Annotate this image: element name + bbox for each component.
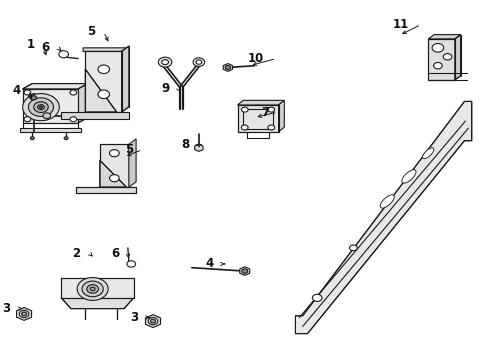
Polygon shape [85,51,122,112]
Text: 9: 9 [162,82,170,95]
Polygon shape [278,100,284,132]
Circle shape [196,60,202,64]
Circle shape [77,278,108,300]
Polygon shape [122,46,129,112]
Circle shape [110,175,119,182]
Circle shape [70,90,77,95]
Polygon shape [100,144,129,187]
Polygon shape [83,48,126,51]
Polygon shape [380,195,394,208]
Text: 5: 5 [87,25,95,38]
Text: 3: 3 [2,302,11,315]
Text: 11: 11 [392,18,409,31]
Circle shape [443,54,452,60]
Circle shape [28,98,53,116]
Circle shape [31,96,37,100]
Text: 7: 7 [261,105,269,119]
Polygon shape [240,267,250,275]
Circle shape [98,65,110,73]
Circle shape [193,58,205,66]
Polygon shape [295,102,472,334]
Circle shape [268,125,275,130]
Polygon shape [78,84,88,123]
Text: 10: 10 [248,52,264,65]
Polygon shape [76,187,136,193]
Polygon shape [402,170,416,183]
Circle shape [59,51,69,58]
Polygon shape [238,100,284,105]
Circle shape [98,90,110,99]
Circle shape [150,319,156,323]
Circle shape [70,117,77,122]
Text: 5: 5 [125,143,134,156]
Polygon shape [85,69,117,112]
Polygon shape [23,89,78,123]
Text: 6: 6 [111,247,119,260]
Text: 1: 1 [26,38,35,51]
Polygon shape [129,139,136,187]
Text: 2: 2 [73,247,80,260]
Polygon shape [29,94,39,102]
Polygon shape [17,307,31,320]
Circle shape [349,245,357,251]
Text: 3: 3 [130,311,139,324]
Text: 8: 8 [181,138,189,151]
Circle shape [24,90,31,95]
Circle shape [23,94,59,121]
Circle shape [24,117,31,122]
Polygon shape [61,112,129,119]
Polygon shape [223,64,232,71]
Circle shape [64,137,68,140]
Circle shape [242,125,248,130]
Polygon shape [61,298,134,309]
Circle shape [82,281,103,297]
Circle shape [22,312,26,316]
Polygon shape [61,278,134,298]
Polygon shape [422,148,434,159]
Polygon shape [455,35,461,80]
Circle shape [90,287,95,291]
Polygon shape [428,39,455,80]
Circle shape [434,63,442,69]
Polygon shape [195,144,203,152]
Text: 4: 4 [205,257,213,270]
Circle shape [19,310,29,318]
Circle shape [34,102,48,112]
Circle shape [148,318,158,325]
Polygon shape [20,128,80,132]
Circle shape [242,269,247,273]
Text: 6: 6 [41,41,49,54]
Circle shape [43,113,50,118]
Circle shape [40,106,43,108]
Polygon shape [146,315,161,328]
Polygon shape [238,105,278,132]
Circle shape [38,105,45,110]
Circle shape [127,261,136,267]
Circle shape [110,150,119,157]
Circle shape [268,107,275,112]
Polygon shape [100,160,126,187]
Circle shape [158,57,172,67]
Circle shape [312,294,322,301]
Circle shape [242,107,248,112]
Polygon shape [23,84,88,89]
Circle shape [225,66,230,69]
Circle shape [432,44,444,52]
Text: 4: 4 [12,84,20,97]
Circle shape [162,60,169,64]
Circle shape [87,285,98,293]
Circle shape [30,137,34,140]
Polygon shape [428,35,461,39]
